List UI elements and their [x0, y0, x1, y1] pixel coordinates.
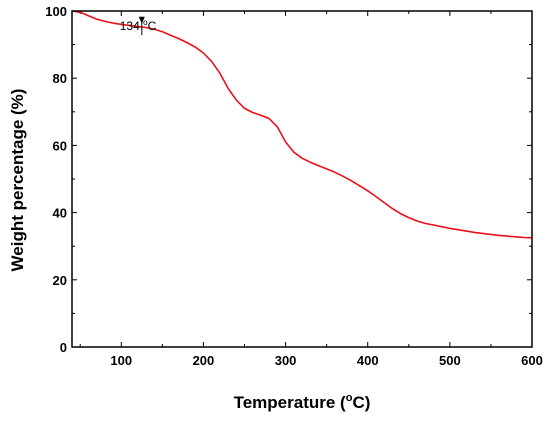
y-tick-label: 100 — [45, 4, 67, 19]
x-axis-title: Temperature (oC) — [234, 392, 371, 412]
y-axis-title: Weight percentage (%) — [8, 89, 27, 272]
series-line — [71, 10, 533, 239]
series-layer — [71, 10, 533, 239]
y-tick-label: 0 — [60, 340, 67, 355]
x-tick-label: 500 — [439, 353, 461, 368]
x-tick-label: 200 — [193, 353, 215, 368]
annotation-arrowhead — [138, 16, 145, 24]
annotation-layer: 134 oC — [120, 16, 157, 35]
x-tick-label: 100 — [110, 353, 132, 368]
x-tick-label: 600 — [521, 353, 543, 368]
y-tick-label: 40 — [53, 206, 67, 221]
plot-frame — [71, 10, 533, 348]
y-tick-label: 20 — [53, 273, 67, 288]
y-tick-label: 60 — [53, 138, 67, 153]
x-tick-label: 300 — [275, 353, 297, 368]
y-tick-label: 80 — [53, 71, 67, 86]
x-tick-label: 400 — [357, 353, 379, 368]
annotation-label: 134 oC — [120, 18, 157, 33]
ticks-layer: 100 200 300 400 500 600 0 20 40 60 80 100 — [45, 4, 543, 368]
